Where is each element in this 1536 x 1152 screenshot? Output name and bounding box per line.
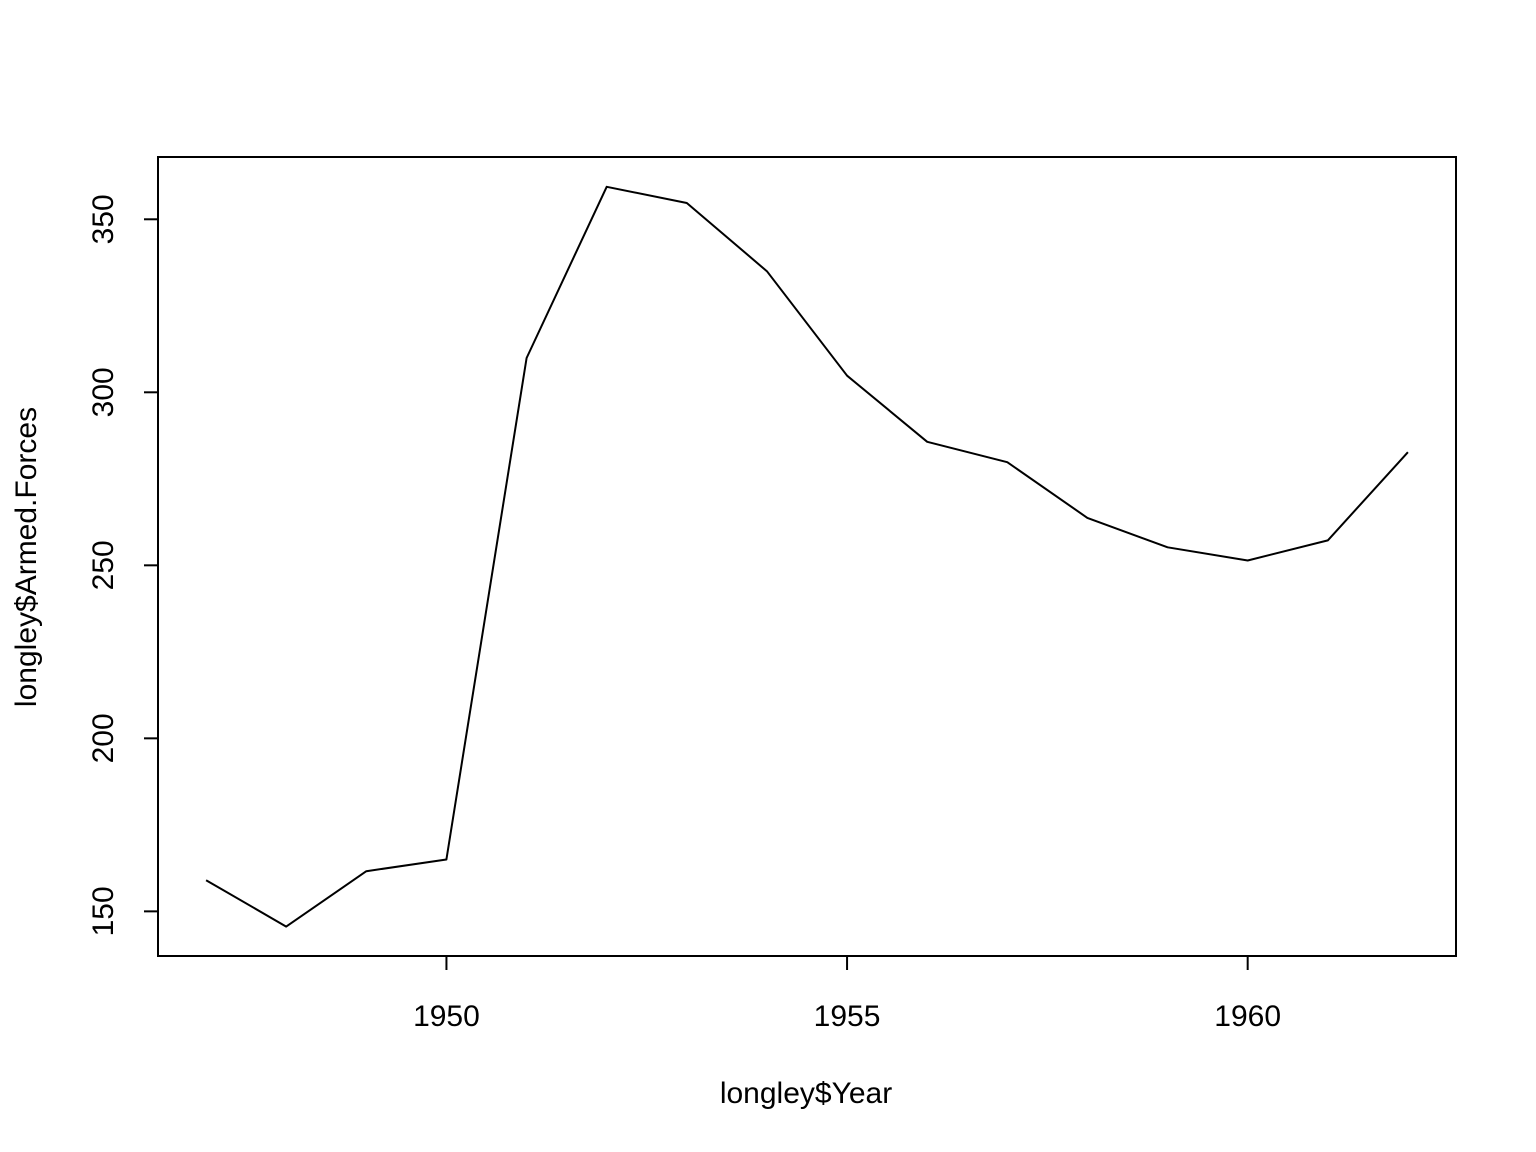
x-axis-label: longley$Year — [720, 1077, 892, 1110]
y-tick-label: 200 — [87, 713, 120, 763]
y-tick-label: 150 — [87, 886, 120, 936]
x-axis: 1950 1955 1960 — [413, 955, 1281, 1033]
series-line — [205, 185, 1409, 928]
x-tick-label: 1955 — [814, 1000, 881, 1033]
x-tick-label: 1950 — [413, 1000, 480, 1033]
y-axis-label: longley$Armed.Forces — [10, 407, 43, 707]
y-axis: 150 200 250 300 350 — [87, 194, 159, 936]
y-tick-label: 300 — [87, 367, 120, 417]
x-tick-label: 1960 — [1214, 1000, 1281, 1033]
y-tick-label: 250 — [87, 540, 120, 590]
y-tick-label: 350 — [87, 194, 120, 244]
